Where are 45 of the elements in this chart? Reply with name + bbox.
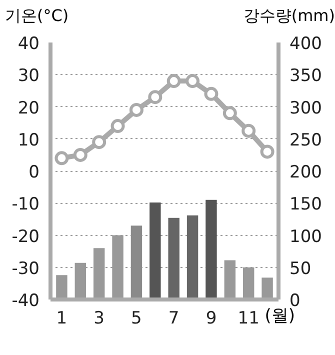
y-axis-title: 기온(°C)	[5, 5, 69, 27]
bar	[168, 218, 180, 300]
y-tick-label: 0	[28, 162, 40, 182]
x-tick-label: 5	[131, 308, 142, 328]
y2-tick-label: 100	[290, 226, 322, 247]
bar	[56, 275, 68, 300]
y2-tick-label: 200	[290, 162, 322, 182]
y2-tick-label: 50	[290, 258, 312, 279]
x-tick-label: 9	[206, 308, 217, 328]
bar	[150, 202, 161, 300]
y-tick-label: 40	[18, 34, 40, 54]
y2-tick-label: 400	[290, 34, 322, 54]
x-tick-label: 11	[238, 308, 260, 328]
point	[204, 86, 218, 101]
point	[54, 151, 69, 166]
bar	[186, 215, 198, 300]
point	[129, 102, 144, 117]
y-tick-label: -30	[12, 258, 40, 279]
point	[73, 148, 88, 162]
point	[242, 124, 256, 138]
point	[92, 135, 106, 150]
x-tick-label: 7	[168, 308, 180, 328]
x-axis-title: (월)	[264, 306, 295, 328]
x-tick-label: 1	[56, 308, 68, 328]
y-tick-label: 10	[18, 130, 40, 150]
y-tick-label: -10	[12, 194, 40, 215]
y2-axis-title: 강수량(mm)	[243, 5, 335, 27]
y2-tick-label: 150	[290, 194, 322, 215]
y2-tick-label: 250	[290, 130, 322, 150]
y-tick-label: -20	[12, 226, 40, 247]
point	[222, 106, 237, 120]
point	[166, 74, 181, 88]
y-tick-label: 20	[18, 98, 40, 118]
point	[260, 144, 274, 159]
bar	[130, 226, 142, 300]
y2-tick-label: 350	[290, 66, 322, 86]
point	[110, 119, 125, 134]
point	[148, 90, 162, 104]
y-tick-label: -40	[12, 291, 40, 311]
point	[186, 74, 200, 88]
x-tick-label: 3	[94, 308, 105, 328]
bar	[206, 200, 217, 300]
y2-tick-label: 300	[290, 98, 322, 118]
bar	[262, 278, 273, 300]
y-tick-label: 30	[18, 66, 40, 86]
